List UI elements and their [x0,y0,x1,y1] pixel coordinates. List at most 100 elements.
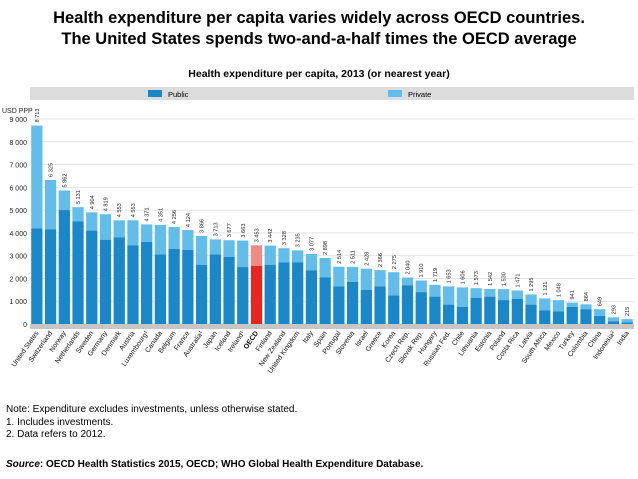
bar-public [484,296,496,324]
note-line-2: 1. Includes investments. [6,416,114,428]
bar-private [525,294,537,305]
data-label: 4 351 [158,208,164,222]
bar-public [86,230,98,324]
headline: Health expenditure per capita varies wid… [0,8,638,50]
bar-public [594,316,606,324]
y-tick-label: 9 000 [9,117,27,124]
bar-private [374,270,386,287]
legend [30,87,634,100]
bar-public [552,311,565,324]
data-label: 215 [625,307,631,316]
data-label: 1 653 [447,269,453,283]
bar-public [346,281,359,324]
bar-public [31,228,43,324]
bar-public [580,309,592,324]
bar-public [250,265,263,324]
note-line-1: Note: Expenditure excludes investments, … [6,404,298,415]
data-label: 1 606 [460,270,466,284]
bar-public [470,297,482,324]
data-label: 4 371 [145,207,151,221]
bar-public [209,254,221,324]
source-label: Source [6,459,40,470]
data-label: 1 719 [433,268,439,282]
data-label: 1 295 [529,278,535,292]
bar-private [305,253,318,271]
data-label: 4 819 [104,197,110,211]
bar-private [580,304,592,310]
bar-private [346,266,359,282]
data-label: 3 442 [268,229,274,243]
headline-line-2: The United States spends two-and-a-half … [61,30,577,48]
data-label: 4 553 [117,203,123,217]
bar-private [223,240,235,257]
bar-public [113,237,125,324]
y-tick-label: 2 000 [9,276,27,283]
bar-public [237,267,249,324]
bar-public [607,321,620,324]
data-label: 3 713 [213,222,219,236]
data-label: 5 862 [62,173,68,187]
bar-private [621,319,633,323]
data-label: 3 235 [296,233,302,247]
legend-label-public: Public [168,90,189,99]
bar-private [607,317,620,322]
bar-public [141,242,153,324]
data-label: 8 713 [35,109,41,123]
bar-private [539,298,551,311]
data-label: 1 048 [557,283,563,297]
y-axis-label: USD PPP [2,108,33,115]
bar-public [99,239,112,324]
data-label: 1 542 [488,272,494,286]
bar-public [415,292,427,324]
data-label: 2 428 [364,252,370,266]
data-label: 2 514 [337,250,343,264]
bar-public [182,249,194,324]
bar-private [141,224,153,242]
data-label: 1 573 [474,271,480,285]
data-label: 649 [598,297,604,306]
bar-private [278,248,290,263]
bar-public [195,264,208,324]
data-label: 864 [584,292,590,301]
bar-public [456,306,469,324]
bar-private [360,268,372,290]
chart-notes: Note: Expenditure excludes investments, … [6,404,297,442]
bar-public [539,310,551,324]
chart-title: Health expenditure per capita, 2013 (or … [188,68,450,80]
bar-public [264,264,276,324]
data-label: 4 904 [90,195,96,209]
bar-public [566,306,578,324]
bar-public [319,277,331,324]
data-label: 4 256 [172,210,178,224]
data-label: 3 677 [227,223,233,237]
bar-public [44,229,57,324]
data-label: 293 [611,305,617,314]
bar-private [113,220,125,238]
bar-public [72,221,84,324]
data-label: 2 040 [406,261,412,275]
bar-chart: 0 1 000 2 000 3 000 4 000 5 000 6 000 7 000 8 00… [2,87,634,375]
data-label: 4 124 [186,213,192,227]
data-label: 1 910 [419,263,425,277]
bar-private [154,224,167,255]
data-label: 4 553 [131,203,137,217]
data-label: 1 530 [502,272,508,286]
bar-private [168,227,180,249]
data-label: 3 663 [241,224,247,238]
bar-public [511,298,523,324]
bar-private [333,266,345,287]
bar-private [182,230,194,250]
bar-private [237,240,249,268]
bar-public [278,262,290,324]
legend-swatch-public [148,90,162,97]
bar-public [388,295,400,324]
bar-private [86,212,98,231]
bar-private [58,190,70,211]
legend-swatch-private [388,90,402,97]
bar-private [470,288,482,298]
data-label: 2 366 [378,253,384,267]
bar-private [319,257,331,278]
bar-private [429,284,441,297]
data-label: 2 511 [351,250,357,264]
data-label: 1 471 [515,273,521,287]
